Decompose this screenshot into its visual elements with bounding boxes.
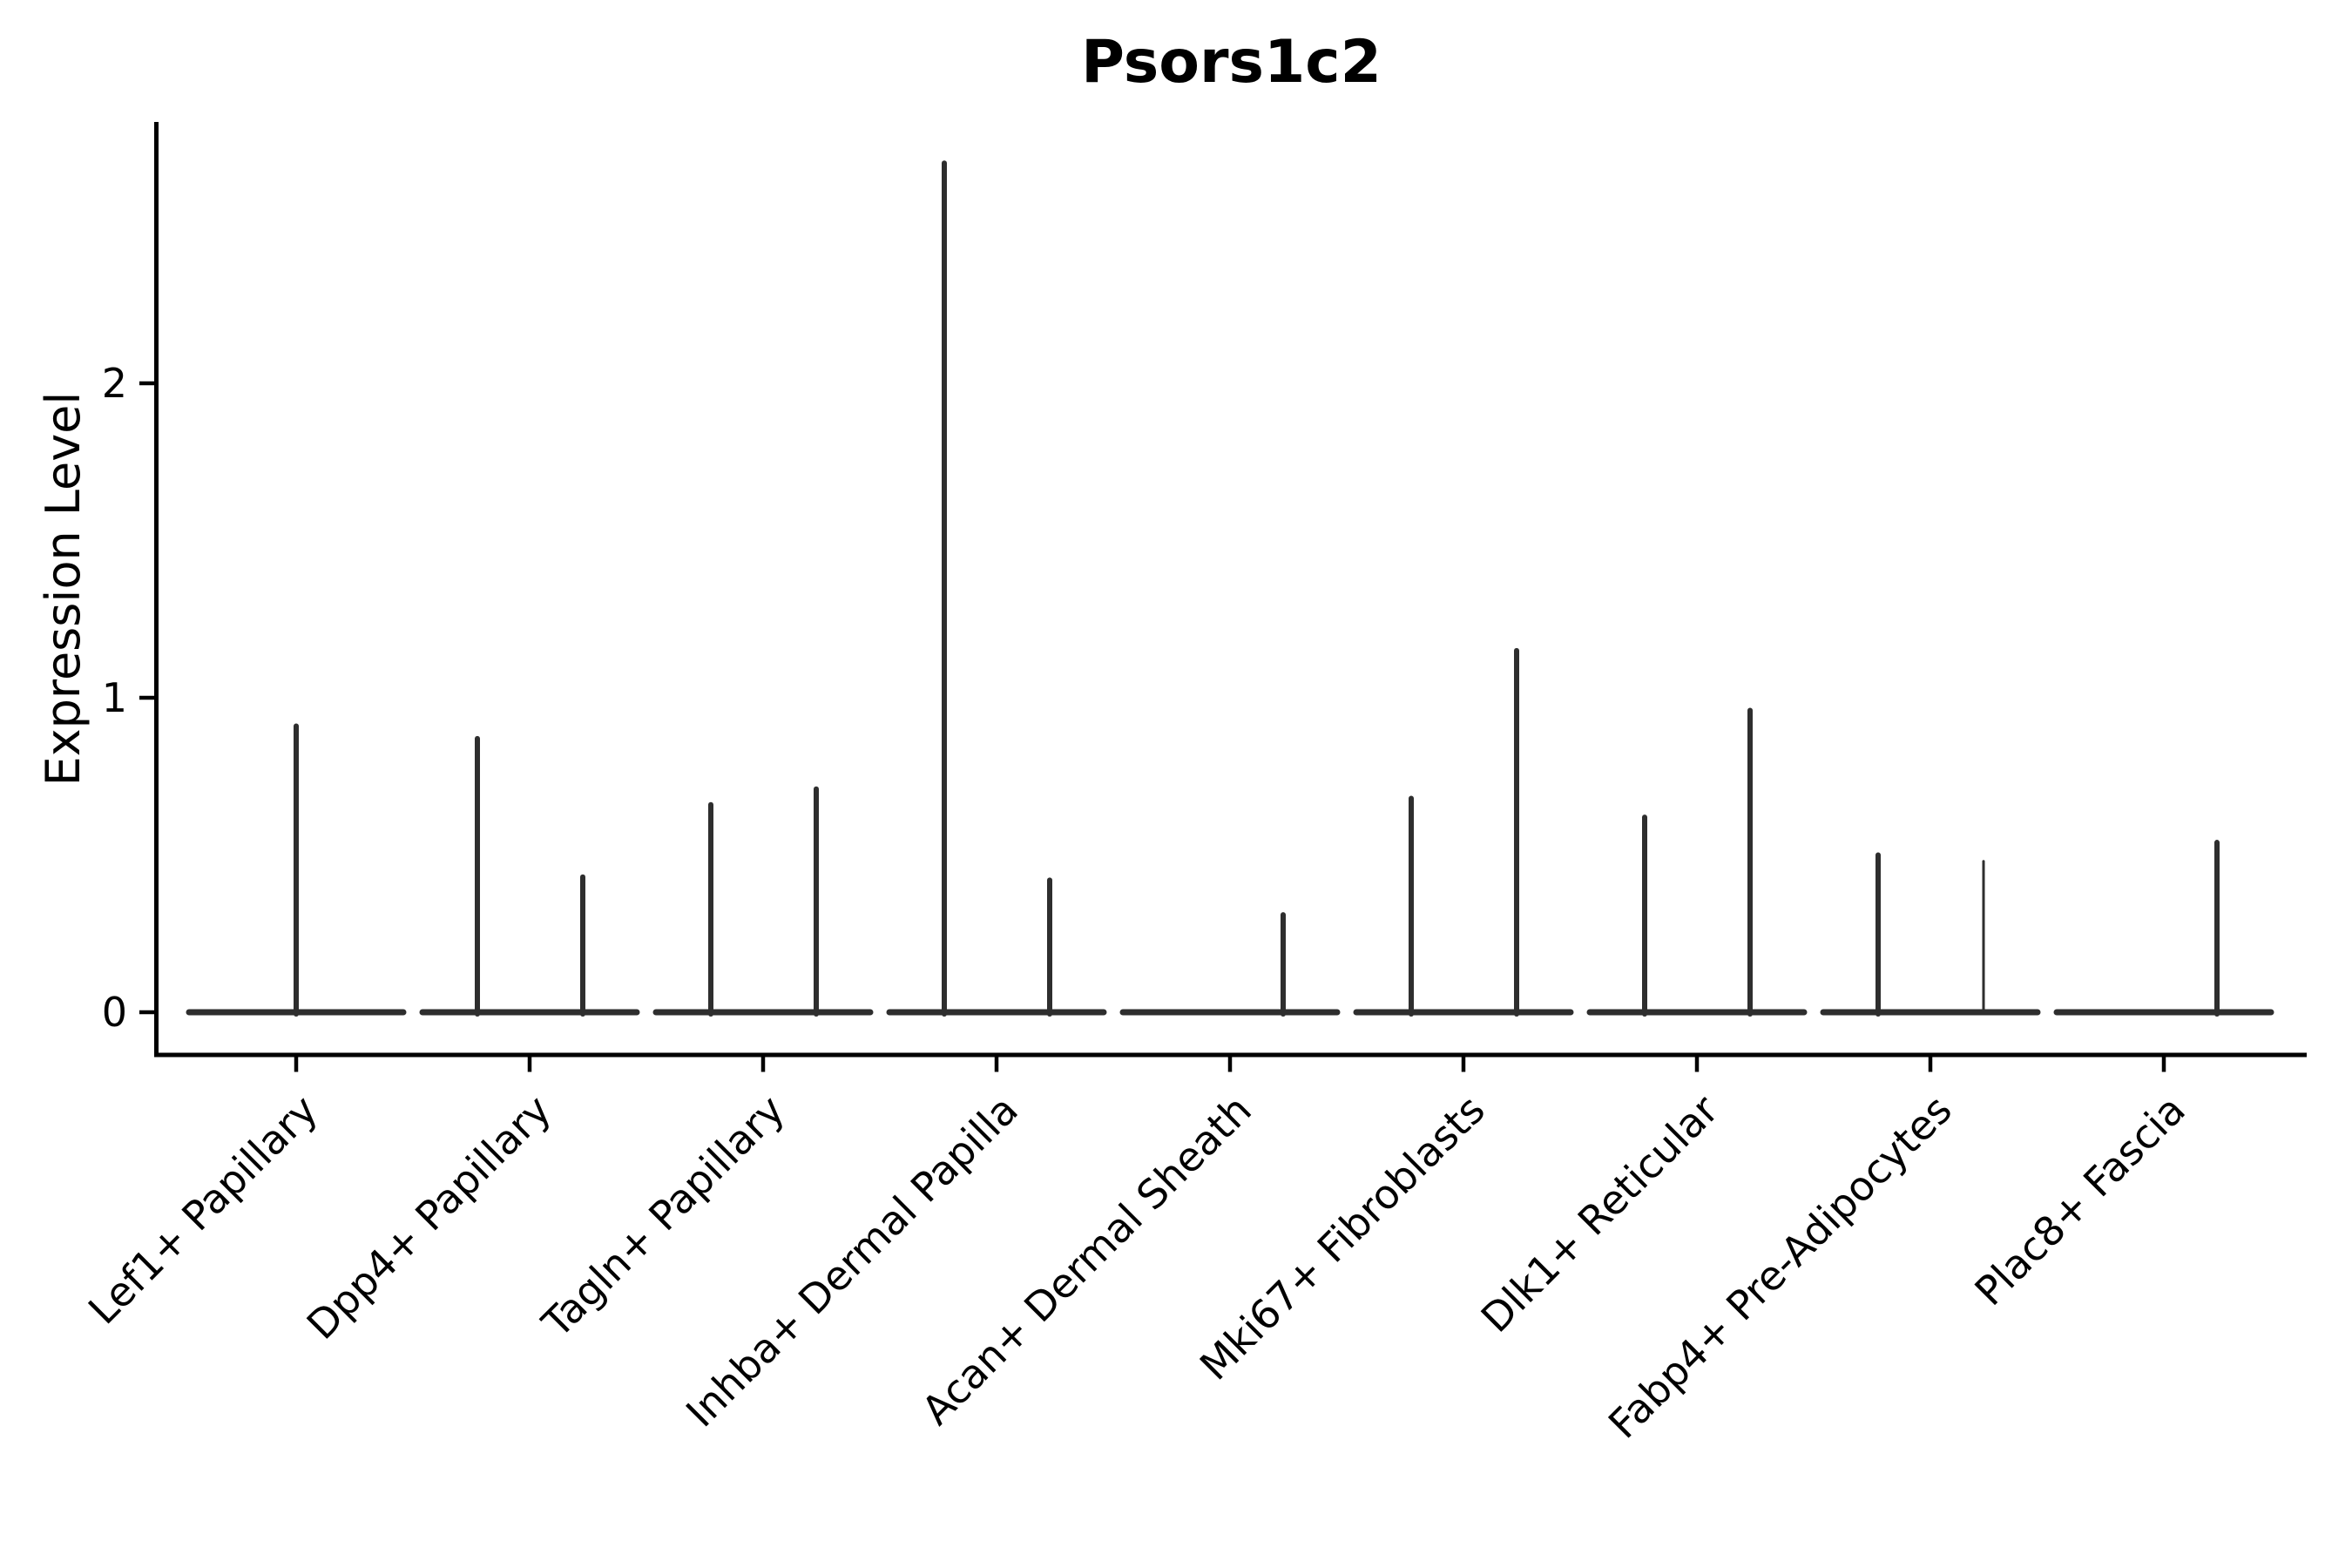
y-tick-label: 2 bbox=[101, 360, 127, 407]
y-tick-label: 1 bbox=[101, 674, 127, 721]
y-tick-label: 0 bbox=[101, 989, 127, 1036]
chart-title: Psors1c2 bbox=[1081, 28, 1382, 97]
